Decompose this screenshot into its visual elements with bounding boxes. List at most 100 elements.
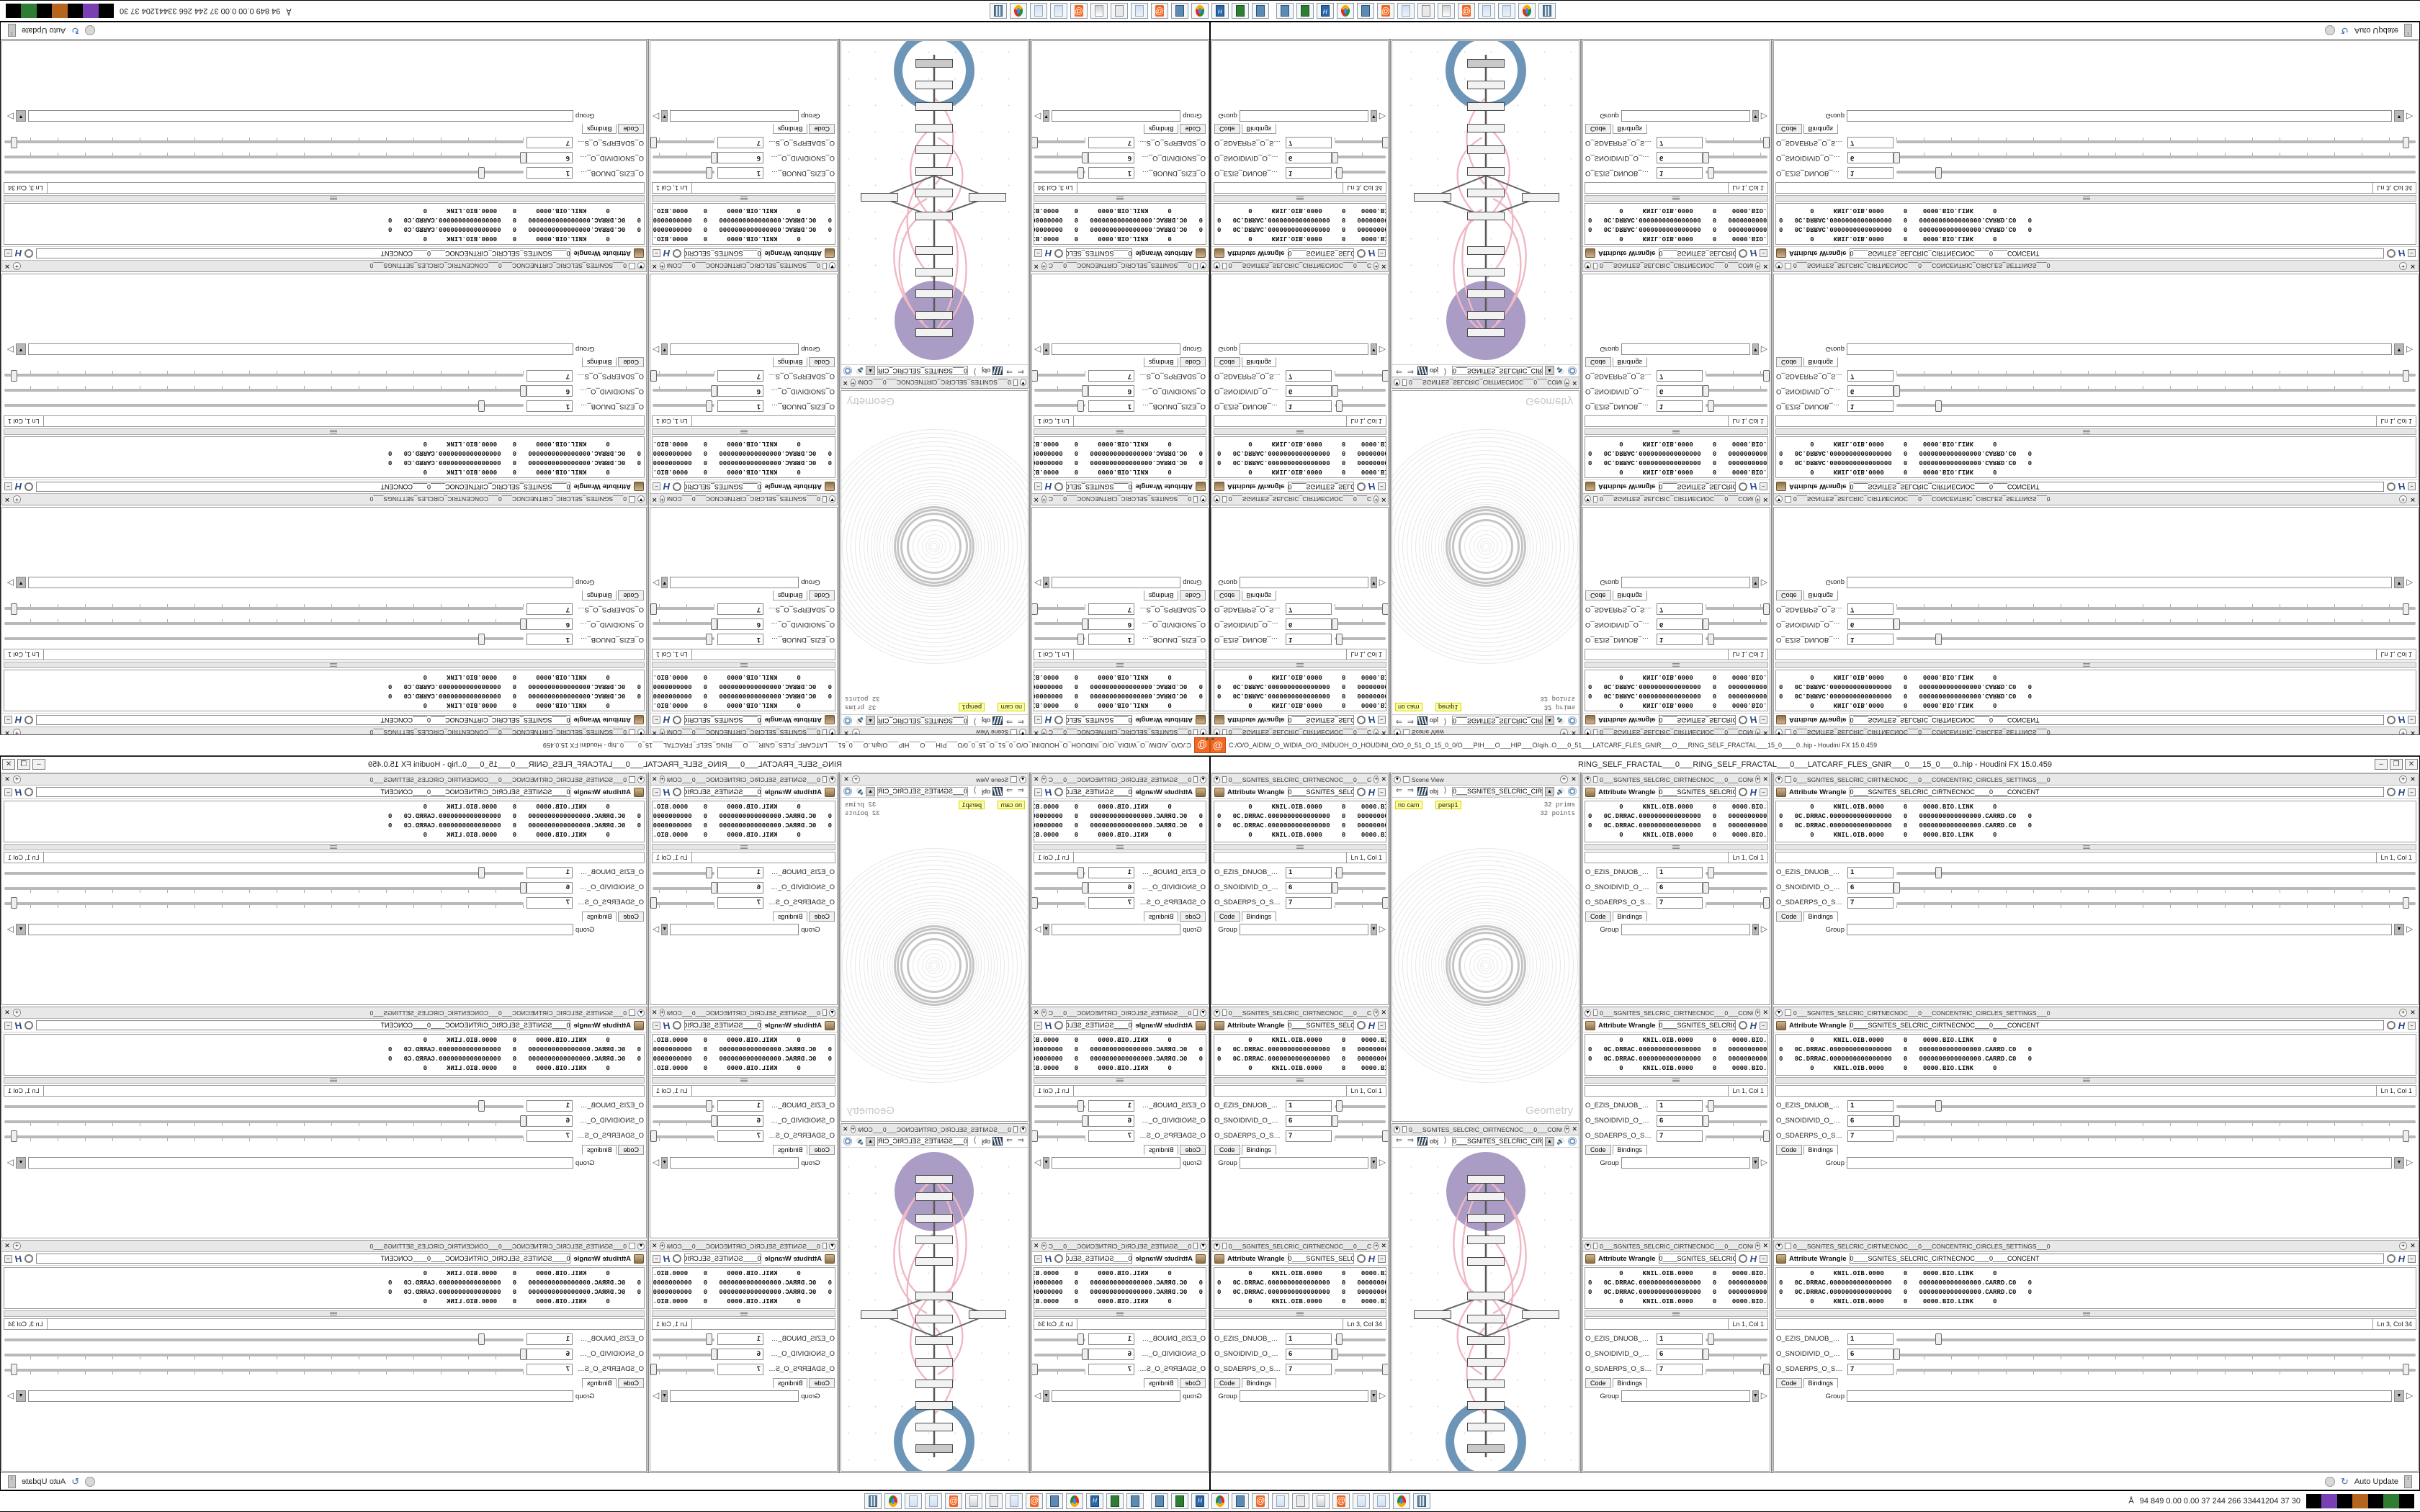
close-pane-icon[interactable]: ✕ [1381,496,1386,503]
parameter-slider[interactable] [1703,385,1767,397]
parameter-value-input[interactable] [1286,603,1332,616]
slider-knob[interactable] [1894,881,1900,894]
node-name-input[interactable] [1849,1020,2384,1030]
houdini-help-icon[interactable]: H [663,1253,671,1264]
code-horizontal-scrollbar[interactable] [1585,1077,1768,1084]
slider-knob[interactable] [520,152,526,164]
slider-knob[interactable] [1707,400,1714,413]
viewport-view-tag[interactable]: persp1 [959,703,985,711]
gear-icon[interactable] [1738,1254,1747,1263]
node-box[interactable] [915,328,953,337]
add-pane-icon[interactable]: + [2399,262,2407,270]
parameter-tab-code[interactable]: Code [1585,912,1611,922]
parameter-slider[interactable] [1896,603,2416,616]
parameter-value-input[interactable] [1657,385,1703,397]
code-horizontal-scrollbar[interactable] [652,195,835,202]
gear-icon[interactable] [673,788,682,796]
parameter-tab-code[interactable]: Code [809,357,835,367]
gear-icon[interactable] [673,249,682,258]
pane-maximize-icon[interactable] [1193,1243,1198,1249]
vex-code-editor[interactable]: 0 KNIL.OIB.0000 0 0000.BIO.LINK 0 0 0C.D… [4,203,645,245]
code-horizontal-scrollbar[interactable] [1214,428,1386,435]
gear-icon[interactable] [1054,788,1064,796]
parameter-slider[interactable] [1335,1130,1388,1142]
group-input[interactable] [1239,110,1368,122]
group-input[interactable] [1052,110,1181,122]
close-pane-icon[interactable]: ✕ [4,263,10,270]
node-box[interactable] [915,1257,953,1266]
minimize-icon[interactable]: – [1760,1021,1767,1030]
gear-icon[interactable] [2386,1021,2396,1030]
pane-maximize-icon[interactable] [1785,776,1791,783]
pane-tab-bar[interactable]: ▼0___SGNITES_SELCRIC_CIRTNECNOC___0___CO… [1583,493,1770,505]
parameter-tab-bindings[interactable]: Bindings [1241,1145,1277,1155]
group-input[interactable] [1847,1390,2392,1402]
taskbar-bottom[interactable]: H H Å 94 849 0.00 0.00 37 244 266 334412… [0,1490,2420,1512]
dropdown-caret-icon[interactable]: ▲ [1545,366,1554,376]
pane-maximize-icon[interactable] [629,776,635,783]
pane-menu-icon[interactable]: ▼ [1214,262,1220,270]
dropdown-caret-icon[interactable]: ▲ [866,716,875,726]
parameter-value-input[interactable] [1286,881,1332,894]
code-horizontal-scrollbar[interactable] [1585,428,1768,435]
slider-knob[interactable] [1381,1130,1388,1142]
group-input[interactable] [28,1390,573,1402]
pane-tab-label[interactable]: Scene View [1412,775,1444,783]
back-arrow-icon[interactable]: ⇐ [1395,717,1403,726]
pane-tab-bar[interactable]: ▼0___SGNITES_SELCRIC_CIRTNECNOC___0___CO… [1212,1007,1388,1019]
gear-icon[interactable] [2386,1254,2396,1263]
parameter-slider[interactable] [653,400,714,413]
group-input[interactable] [28,924,573,935]
pane-maximize-icon[interactable] [1403,776,1410,783]
close-pane-icon[interactable]: ✕ [1762,263,1768,270]
auto-update-label[interactable]: Auto Update [22,26,66,35]
parameter-tab-code[interactable]: Code [1776,124,1802,134]
dropdown-caret-icon[interactable]: ▼ [661,110,668,122]
parameter-slider[interactable] [1896,1130,2416,1142]
node-box[interactable] [1467,268,1505,276]
pane-maximize-icon[interactable] [1193,496,1198,503]
group-input[interactable] [1052,343,1181,355]
parameter-tabs[interactable]: Code Bindings [1212,589,1388,602]
pane-maximize-icon[interactable] [1785,1009,1791,1016]
parameter-value-input[interactable] [1847,1348,1894,1360]
speaker-icon[interactable] [1417,3,1435,19]
parameter-slider[interactable] [1896,370,2416,382]
pane-maximize-icon[interactable] [1193,1009,1198,1016]
node-name-input[interactable] [1849,715,2384,725]
parameter-value-input[interactable] [1088,1363,1134,1375]
window-title-bar[interactable]: RING_SELF_FRACTAL___0___RING_SELF_FRACTA… [1,757,1209,773]
node-name-input[interactable] [1849,248,2384,258]
node-box[interactable] [915,1175,953,1184]
parameter-tab-code[interactable]: Code [1585,1145,1611,1155]
system-tray[interactable]: Å 94 849 0.00 0.00 37 244 266 33441204 3… [2128,1494,2420,1508]
parameter-tab-code[interactable]: Code [1214,912,1240,922]
houdini-help-icon[interactable]: H [15,481,22,492]
parameter-value-input[interactable] [1286,1363,1332,1375]
chrome-icon[interactable] [1066,1493,1083,1509]
parameter-tab-code[interactable]: Code [1214,590,1240,600]
parameter-slider[interactable] [4,167,524,179]
parameter-slider[interactable] [4,152,526,164]
group-picker-icon[interactable]: ▷ [1034,112,1041,122]
network-path-input[interactable] [1452,1136,1543,1146]
parameter-slider[interactable] [1335,370,1389,382]
node-name-input[interactable] [684,1020,762,1030]
back-arrow-icon[interactable]: ⇐ [1017,1136,1025,1145]
group-input[interactable] [1052,1157,1181,1169]
minimize-icon[interactable]: – [1034,788,1042,796]
close-button[interactable]: ✕ [2,759,15,770]
film-icon[interactable] [1538,3,1556,19]
node-name-input[interactable] [36,248,571,258]
houdini-help-icon[interactable]: H [1368,481,1375,492]
parameter-value-input[interactable] [1657,881,1703,894]
viewport-view-tag[interactable]: persp1 [1435,703,1461,711]
parameter-slider[interactable] [4,603,524,616]
gear-icon[interactable] [24,249,34,258]
parameter-value-input[interactable] [1286,385,1332,397]
group-input[interactable] [28,110,573,122]
parameter-slider[interactable] [4,1333,524,1345]
dropdown-caret-icon[interactable]: ▼ [16,110,26,122]
pane-maximize-icon[interactable] [1592,1009,1598,1016]
window-splitter-bar[interactable]: @ C:/O/O_AIDIW_O_WIDIA_O/O_INIDUOH_O_HOU… [0,734,2420,756]
